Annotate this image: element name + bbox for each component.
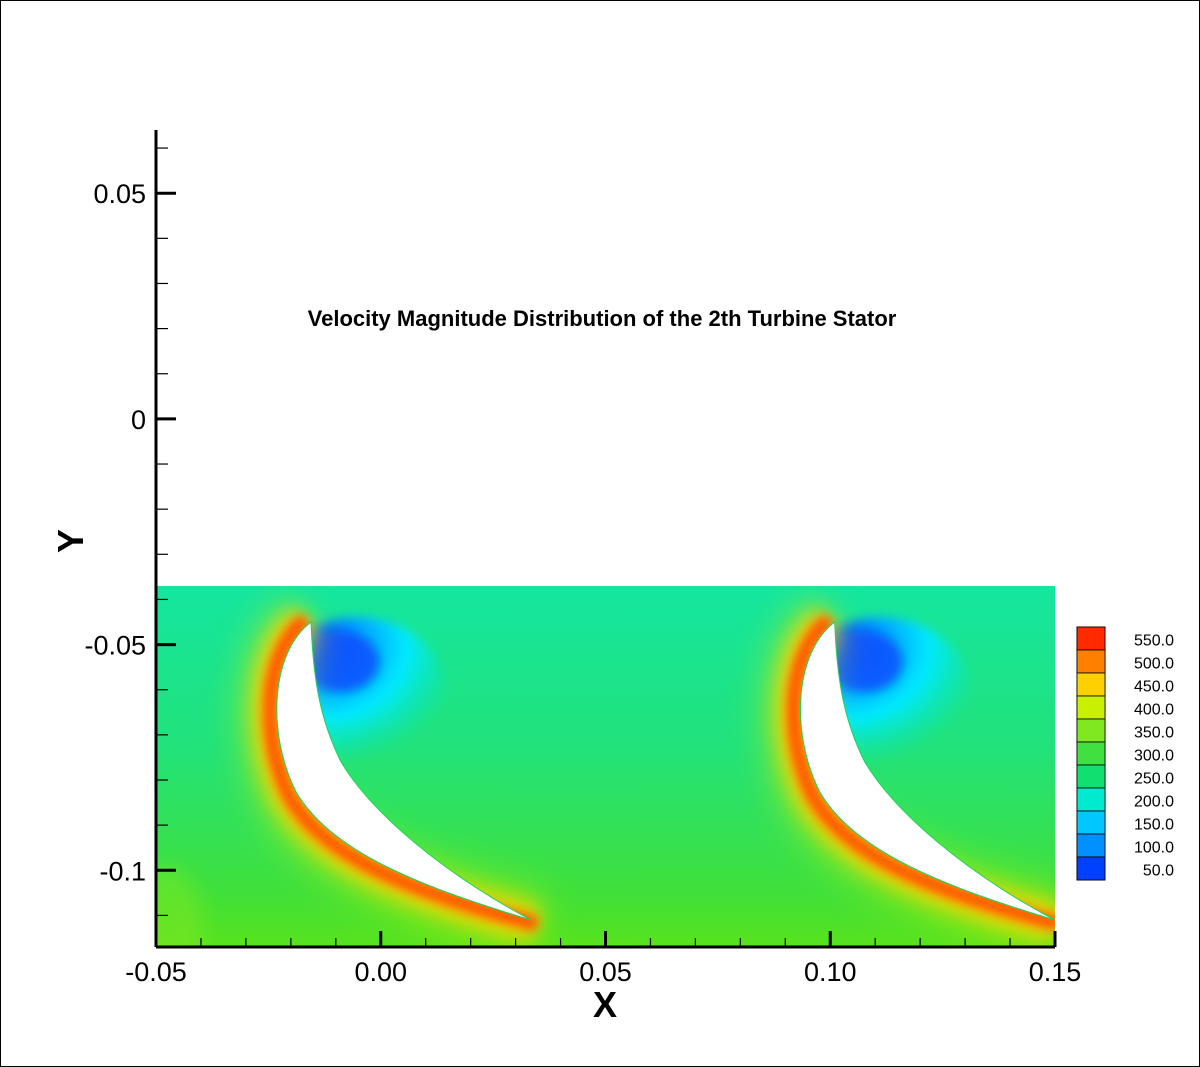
velocity-field [156,585,1055,947]
left-wall-glow [156,867,204,947]
pressure-band-core [267,617,537,927]
legend-swatch [1076,856,1106,881]
legend-swatch [1076,787,1106,812]
legend-swatch [1076,741,1106,766]
legend-swatch [1076,764,1106,789]
legend-swatch [1076,718,1106,743]
y-tick-label: 0 [131,405,146,435]
legend-label: 150.0 [1134,817,1174,834]
y-tick-label: -0.05 [84,631,146,661]
blade-solid [800,621,1055,921]
legend-swatch [1076,810,1106,835]
y-tick-label: -0.1 [99,856,146,886]
suction-core [303,632,380,692]
x-axis-title: X [593,984,617,1025]
x-tick-label: 0.15 [1029,957,1082,987]
legend-swatch [1076,626,1106,651]
legend-swatch [1076,833,1106,858]
plot-title: Velocity Magnitude Distribution of the 2… [308,306,897,331]
legend-label: 400.0 [1134,702,1174,719]
exit-glow [495,887,716,947]
legend-swatch [1076,672,1106,697]
y-tick-label: 0.05 [93,179,146,209]
legend-label: 300.0 [1134,748,1174,765]
x-tick-label: 0.10 [804,957,857,987]
blade-passage-1 [240,596,544,947]
y-axis-title: Y [50,529,91,553]
suction-core [826,632,903,692]
legend-label: 250.0 [1134,771,1174,788]
legend-label: 450.0 [1134,679,1174,696]
pressure-band-core [790,617,1055,926]
legend-label: 550.0 [1134,633,1174,650]
legend-label: 500.0 [1134,656,1174,673]
legend-label: 100.0 [1134,840,1174,857]
x-tick-label: 0.00 [354,957,407,987]
x-tick-label: 0.05 [579,957,632,987]
legend-label: 350.0 [1134,725,1174,742]
legend-swatch [1076,649,1106,674]
blade-passage-2 [763,596,1055,947]
legend-label: 50.0 [1143,863,1174,880]
x-tick-label: -0.05 [125,957,187,987]
axes: -0.05 0.00 0.05 0.10 0.15 0.05 0 -0.05 -0.1 [84,130,1081,987]
legend-swatch [1076,695,1106,720]
legend-label: 200.0 [1134,794,1174,811]
color-legend: 550.0 500.0 450.0 400.0 350.0 300.0 250.0 200.0… [1076,626,1174,881]
